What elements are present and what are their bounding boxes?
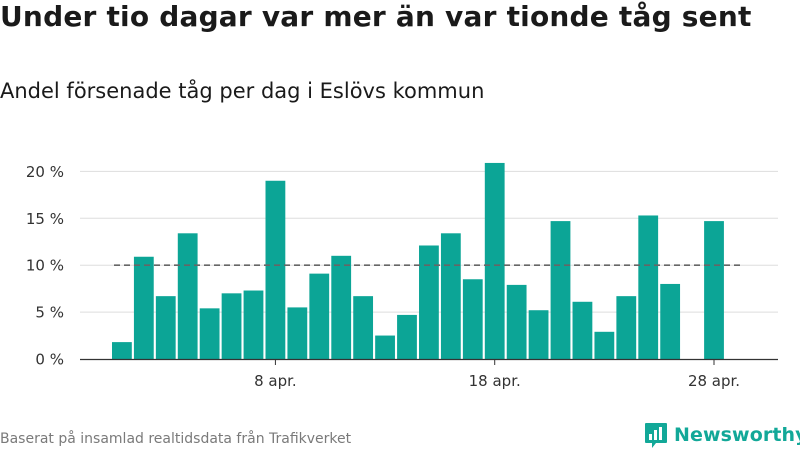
newsworthy-logo-icon xyxy=(645,422,667,448)
bar xyxy=(112,342,132,359)
bars xyxy=(112,162,724,359)
source-note: Baserat på insamlad realtidsdata från Tr… xyxy=(0,431,352,447)
y-tick-label: 10 % xyxy=(26,257,64,275)
bar xyxy=(550,221,571,359)
bar xyxy=(177,233,198,359)
bar xyxy=(265,180,286,359)
bar xyxy=(331,255,352,359)
chart-title: Under tio dagar var mer än var tionde tå… xyxy=(0,0,752,33)
y-tick-label: 5 % xyxy=(35,304,64,322)
x-tick-label: 8 apr. xyxy=(254,372,297,390)
y-axis-ticks: 0 % 5 % 10 % 15 % 20 % xyxy=(26,163,64,369)
y-tick-label: 20 % xyxy=(26,163,64,181)
bar xyxy=(462,279,483,359)
bar xyxy=(243,290,264,359)
brand-name: Newsworthy xyxy=(674,424,800,446)
bar xyxy=(221,293,242,359)
bar xyxy=(375,335,395,359)
bar xyxy=(133,256,154,359)
bar xyxy=(638,215,659,359)
bar xyxy=(397,314,417,359)
bar xyxy=(616,296,637,359)
y-tick-label: 0 % xyxy=(35,351,64,369)
bar xyxy=(155,296,176,359)
bar xyxy=(287,307,308,359)
x-tick-label: 18 apr. xyxy=(469,372,521,390)
x-tick-label: 28 apr. xyxy=(688,372,740,390)
bar xyxy=(353,296,374,359)
bar xyxy=(528,310,549,359)
bar xyxy=(572,301,593,359)
newsworthy-logo: Newsworthy xyxy=(644,421,800,449)
bar xyxy=(594,331,615,359)
bar xyxy=(660,283,681,359)
bar xyxy=(704,221,724,359)
bar xyxy=(309,273,330,359)
bar xyxy=(419,245,439,359)
bar xyxy=(506,284,527,359)
bar xyxy=(440,233,461,359)
bar xyxy=(199,308,220,359)
bar xyxy=(484,162,505,359)
chart-subtitle: Andel försenade tåg per dag i Eslövs kom… xyxy=(0,79,485,103)
y-tick-label: 15 % xyxy=(26,210,64,228)
x-axis-ticks: 8 apr. 18 apr. 28 apr. xyxy=(254,359,740,390)
